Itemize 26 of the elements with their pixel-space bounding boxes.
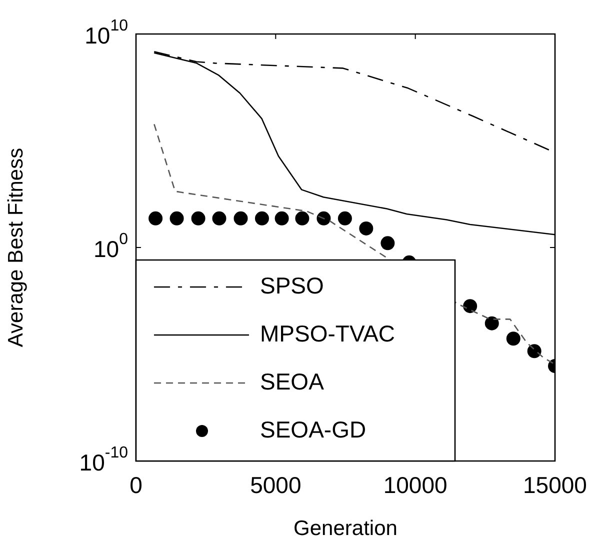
legend-label: SEOA-GD <box>260 416 366 442</box>
point <box>463 299 478 314</box>
point <box>148 211 163 226</box>
point <box>527 344 542 358</box>
point <box>506 332 520 346</box>
point <box>295 211 310 226</box>
x-tick-label: 5000 <box>250 472 302 498</box>
x-tick-label: 15000 <box>523 472 587 498</box>
point <box>380 236 395 250</box>
point <box>359 221 374 236</box>
point <box>191 211 206 226</box>
legend-label: MPSO-TVAC <box>260 320 396 346</box>
legend-label: SPSO <box>260 272 324 298</box>
x-tick-label: 10000 <box>383 472 448 498</box>
legend-label: SEOA <box>260 368 325 394</box>
point <box>338 211 352 226</box>
point <box>170 211 184 226</box>
point <box>316 211 331 226</box>
point <box>484 316 499 330</box>
point <box>274 211 289 226</box>
x-axis-title: Generation <box>294 517 398 540</box>
point <box>254 211 269 226</box>
point <box>234 211 248 226</box>
point <box>212 211 226 226</box>
x-tick-label: 0 <box>130 472 142 498</box>
y-axis-title: Average Best Fitness <box>4 148 28 348</box>
